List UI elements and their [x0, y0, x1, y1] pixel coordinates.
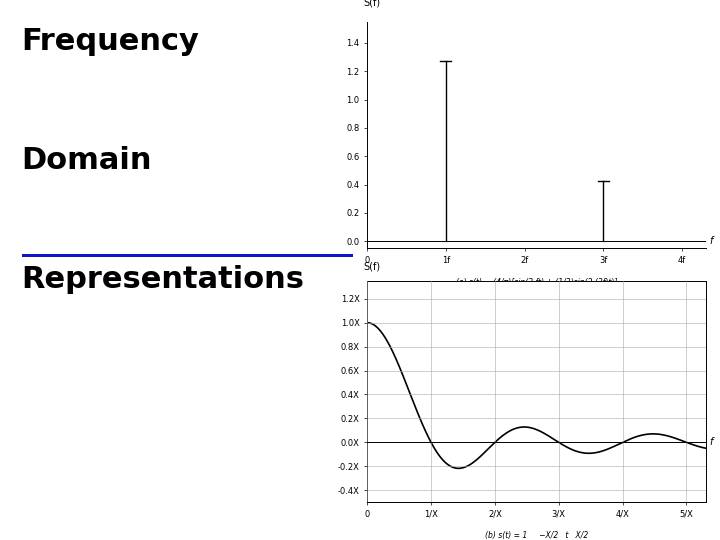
Text: Representations: Representations	[22, 265, 305, 294]
Text: S(f): S(f)	[364, 262, 381, 272]
Text: Frequency: Frequency	[22, 27, 199, 56]
Text: (b) s(t) = 1     −X/2   t   X/2: (b) s(t) = 1 −X/2 t X/2	[485, 531, 588, 540]
Text: (a) s(t) = (4/π)[sin(2 ft) + (1/3)sin(2 (3f)t)]: (a) s(t) = (4/π)[sin(2 ft) + (1/3)sin(2 …	[456, 278, 617, 287]
Text: Domain: Domain	[22, 146, 152, 175]
Text: f: f	[709, 236, 712, 246]
Text: f: f	[709, 437, 712, 447]
Text: S(f): S(f)	[364, 0, 381, 8]
